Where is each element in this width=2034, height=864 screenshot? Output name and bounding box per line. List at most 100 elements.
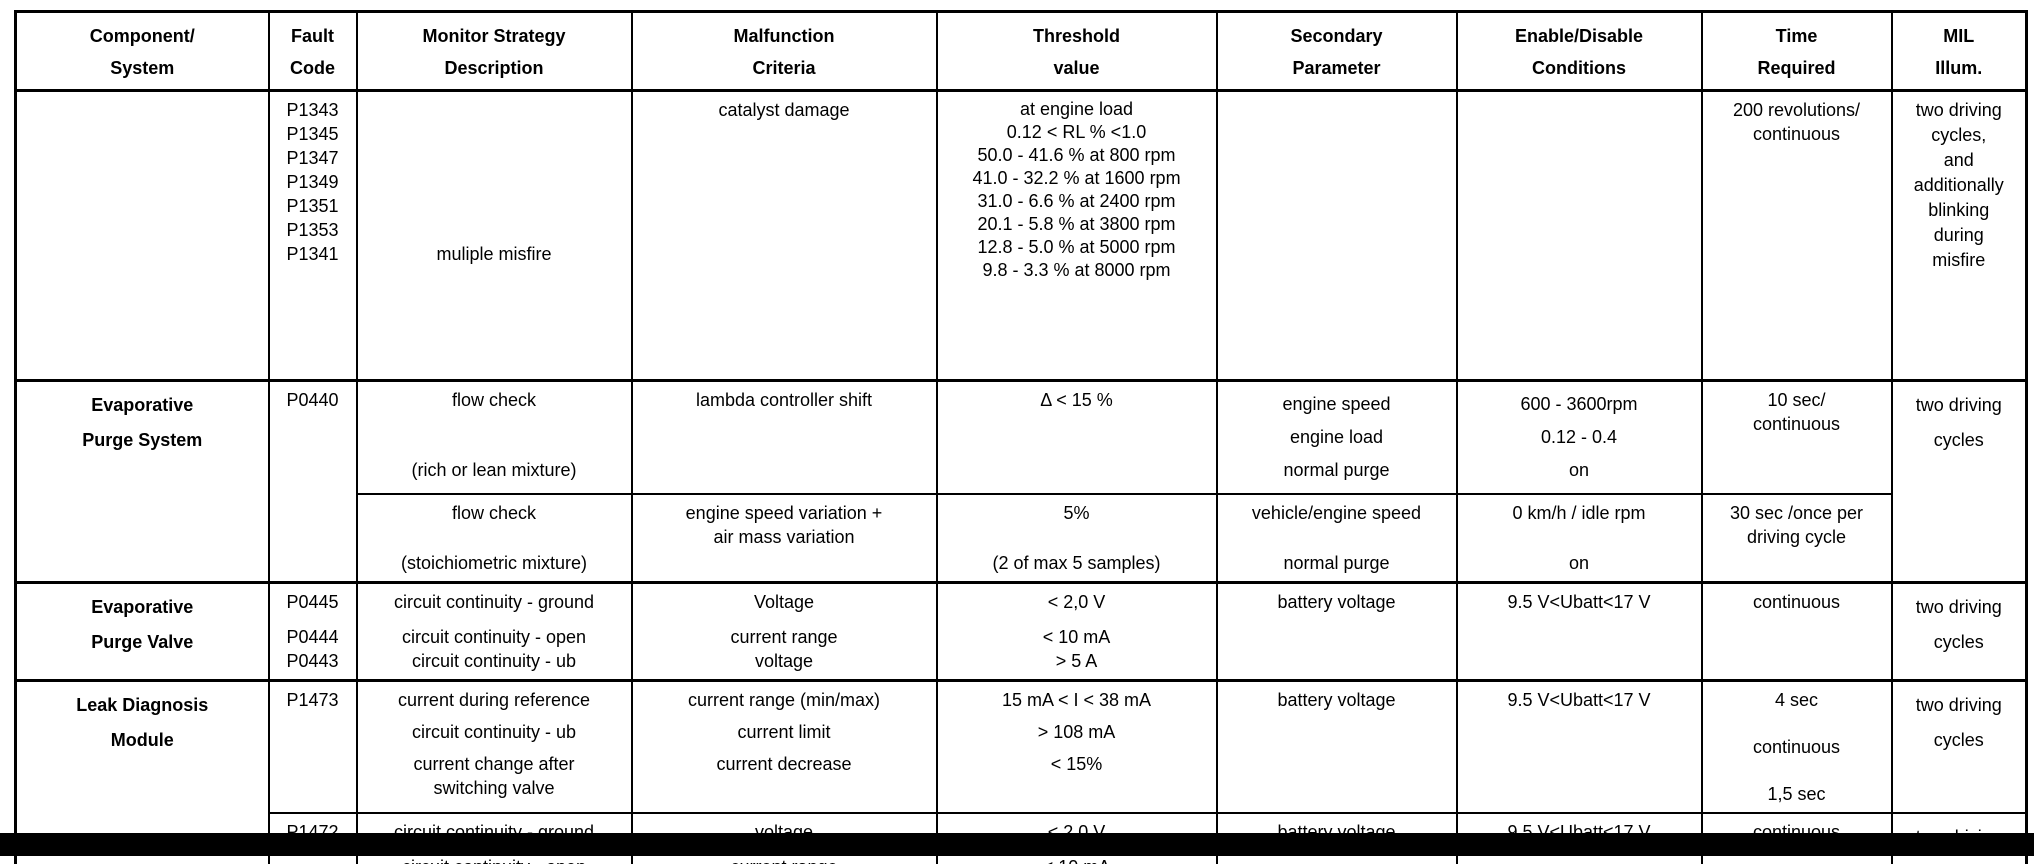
text-line: switching valve	[433, 778, 555, 798]
text-line: current range	[636, 855, 933, 864]
cell-b1-time: 200 revolutions/continuous	[1700, 89, 1893, 382]
header-malfunction-criteria: Malfunction Criteria	[630, 10, 938, 92]
cell-b3-fault-codes: P0445 P0444 P0443	[267, 581, 358, 682]
cell-b2-component: Evaporative Purge System	[14, 379, 270, 584]
text-line: air mass variation	[713, 527, 855, 547]
text-line: Criteria	[752, 58, 816, 78]
text-line: circuit continuity - ub	[411, 722, 577, 742]
text-line: P1341	[286, 244, 339, 264]
text-line: Required	[1757, 58, 1836, 78]
text-line: circuit continuity - open	[401, 627, 587, 647]
text-line: (rich or lean mixture)	[411, 460, 577, 480]
text-line: P1473	[286, 690, 339, 710]
text-line: 0 km/h / idle rpm	[1512, 503, 1646, 523]
text-line: < 2,0 V	[1047, 592, 1106, 612]
text-line: Δ < 15 %	[1040, 390, 1113, 410]
cell-b2-fault-code: P0440	[267, 379, 358, 584]
cell-b2b-malfunction: engine speed variation + air mass variati…	[630, 493, 938, 584]
text-line: voltage	[754, 651, 814, 671]
text-line: P1349	[286, 172, 339, 192]
text-line: P1347	[286, 148, 339, 168]
text-line: 1,5 sec	[1767, 784, 1826, 804]
text-line: circuit continuity - ground	[393, 592, 595, 612]
text-line: during	[1933, 225, 1984, 245]
text-line: normal purge	[1283, 460, 1390, 480]
text-line: 15 mA < I < 38 mA	[1001, 690, 1152, 710]
text-line: Module	[110, 730, 174, 750]
text-line: Parameter	[1292, 58, 1381, 78]
text-line: battery voltage	[1277, 690, 1396, 710]
text-line: Purge System	[82, 430, 203, 450]
text-line: P1345	[286, 124, 339, 144]
cell-b1-malfunction: catalyst damage	[630, 89, 938, 382]
text-line: current limit	[737, 722, 831, 742]
text-line: P0443	[286, 651, 339, 671]
text-line: > 5 A	[1055, 651, 1098, 671]
text-line: 41.0 - 32.2 % at 1600 rpm	[972, 168, 1181, 188]
text-line: P0445	[286, 592, 339, 612]
text-line: on	[1568, 460, 1590, 480]
cell-b2b-secondary: vehicle/engine speed normal purge	[1215, 493, 1458, 584]
text-line: current change after	[413, 754, 575, 774]
cell-b2a-threshold: Δ < 15 %	[935, 379, 1218, 495]
text-line: two driving	[1915, 395, 2002, 415]
text-line: driving cycle	[1746, 527, 1847, 547]
cell-b3-mil: two driving cycles	[1890, 581, 2028, 682]
text-line: 9.5 V<Ubatt<17 V	[1507, 592, 1651, 612]
text-line: Secondary	[1290, 26, 1383, 46]
text-line: 0.12 - 0.4	[1540, 427, 1618, 447]
text-line: 0.12 < RL % <1.0	[1006, 122, 1147, 142]
text-line: cycles,	[1931, 125, 1987, 145]
text-line: normal purge	[1283, 553, 1390, 573]
text-line: System	[110, 58, 175, 78]
text-line: additionally	[1913, 175, 2004, 195]
text-line: Description	[444, 58, 544, 78]
text-line: 200 revolutions/	[1732, 100, 1861, 120]
text-line: MIL	[1943, 26, 1975, 46]
text-line: current during reference	[397, 690, 591, 710]
cell-b2a-secondary: engine speed engine load normal purge	[1215, 379, 1458, 495]
cell-b3-component: Evaporative Purge Valve	[14, 581, 270, 682]
cell-b1-fault-codes: P1343 P1345 P1347 P1349 P1351 P1353 P1341	[267, 89, 358, 382]
cell-b3-time: continuous	[1700, 581, 1893, 682]
text-line: vehicle/engine speed	[1251, 503, 1422, 523]
cell-b4a-malfunction: current range (min/max) current limit curr…	[630, 679, 938, 814]
text-line: Evaporative	[91, 597, 194, 617]
text-line: Purge Valve	[91, 632, 194, 652]
text-line: P1353	[286, 220, 339, 240]
text-line: Code	[290, 58, 335, 78]
cell-b2b-threshold: 5% (2 of max 5 samples)	[935, 493, 1218, 584]
text-line: blinking	[1928, 200, 1990, 220]
cell-b4a-secondary: battery voltage	[1215, 679, 1458, 814]
text-line: 4 sec	[1774, 690, 1819, 710]
text-line: engine load	[1289, 427, 1384, 447]
header-fault-code: Fault Code	[267, 10, 358, 92]
text-line: Time	[1775, 26, 1818, 46]
text-line: lambda controller shift	[695, 390, 873, 410]
cell-b2a-malfunction: lambda controller shift	[630, 379, 938, 495]
cell-b2b-monitor: flow check (stoichiometric mixture)	[355, 493, 633, 584]
text-line: (stoichiometric mixture)	[400, 553, 588, 573]
text-line: Fault	[291, 26, 334, 46]
text-line: continuous	[1752, 592, 1841, 612]
text-line: on	[1568, 553, 1590, 573]
header-monitor-strategy: Monitor Strategy Description	[355, 10, 633, 92]
text-line: continuous	[1752, 124, 1841, 144]
text-line: two driving	[1915, 597, 2002, 617]
cell-b1-threshold: at engine load 0.12 < RL % <1.0 50.0 - 41.…	[935, 89, 1218, 382]
text-line: 31.0 - 6.6 % at 2400 rpm	[977, 191, 1176, 211]
text-line: current range (min/max)	[687, 690, 881, 710]
text-line: 30 sec /once per	[1729, 503, 1864, 523]
cell-b1-monitor: muliple misfire	[355, 89, 633, 382]
text-line: catalyst damage	[718, 100, 850, 120]
text-line: cycles	[1933, 430, 1984, 450]
cell-b4a-fault-code: P1473	[267, 679, 358, 814]
text-line: 600 - 3600rpm	[1520, 394, 1638, 414]
cell-b3-secondary: battery voltage	[1215, 581, 1458, 682]
cell-b2a-time: 10 sec/continuous	[1700, 379, 1893, 495]
cell-b1-secondary	[1215, 89, 1458, 382]
text-line: circuit continuity - ub	[411, 651, 577, 671]
text-line: Evaporative	[91, 395, 194, 415]
cell-b3-threshold: < 2,0 V < 10 mA > 5 A	[935, 581, 1218, 682]
